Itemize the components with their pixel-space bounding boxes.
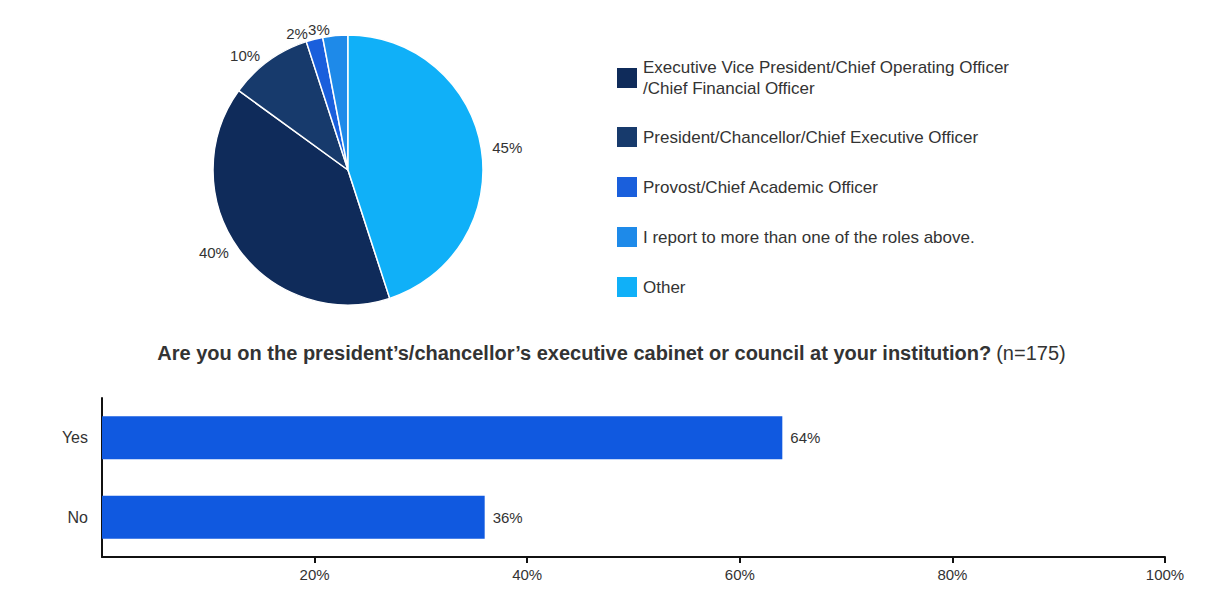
svg-text:2%: 2% (286, 25, 308, 42)
svg-text:36%: 36% (493, 509, 523, 526)
svg-text:/Chief Financial Officer: /Chief Financial Officer (643, 79, 815, 98)
svg-text:Other: Other (643, 278, 686, 297)
svg-text:Executive Vice President/Chief: Executive Vice President/Chief Operating… (643, 58, 1009, 77)
svg-text:40%: 40% (199, 244, 229, 261)
svg-text:Yes: Yes (62, 429, 88, 446)
svg-text:President/Chancellor/Chief Exe: President/Chancellor/Chief Executive Off… (643, 128, 978, 147)
svg-text:Provost/Chief Academic Officer: Provost/Chief Academic Officer (643, 178, 878, 197)
svg-text:20%: 20% (300, 566, 330, 583)
svg-text:64%: 64% (790, 429, 820, 446)
svg-text:No: No (68, 509, 89, 526)
svg-text:60%: 60% (725, 566, 755, 583)
svg-text:I report to more than one of t: I report to more than one of the roles a… (643, 228, 975, 247)
svg-text:100%: 100% (1146, 566, 1184, 583)
svg-text:80%: 80% (937, 566, 967, 583)
svg-text:40%: 40% (512, 566, 542, 583)
svg-text:10%: 10% (230, 47, 260, 64)
svg-text:(n=175): (n=175) (996, 342, 1066, 364)
svg-text:3%: 3% (308, 21, 330, 38)
svg-text:Are you on the president’s/cha: Are you on the president’s/chancellor’s … (157, 342, 991, 364)
svg-text:45%: 45% (492, 139, 522, 156)
